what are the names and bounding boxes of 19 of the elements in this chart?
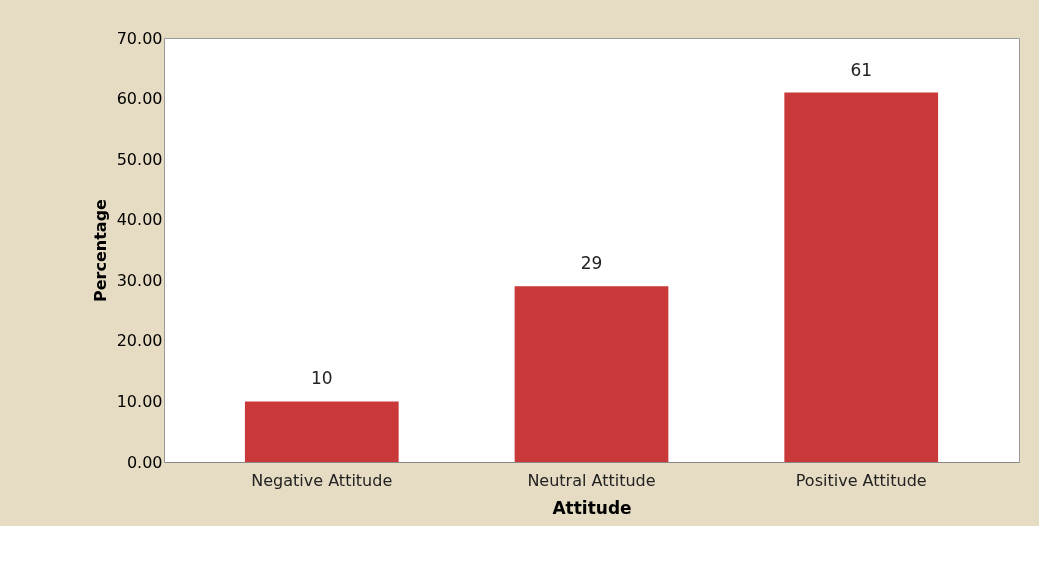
data-label: 29 <box>580 253 603 274</box>
y-tick-label: 10.00 <box>116 391 163 411</box>
y-tick-label: 50.00 <box>116 149 163 169</box>
data-label: 10 <box>310 368 333 389</box>
y-tick-label: 20.00 <box>116 331 163 351</box>
x-tick-label: Negative Attitude <box>251 470 393 490</box>
y-tick-label: 60.00 <box>116 89 163 109</box>
x-axis-title: Attitude <box>552 497 632 518</box>
x-tick-label: Neutral Attitude <box>527 470 656 490</box>
bar <box>784 92 939 462</box>
bar <box>514 286 669 462</box>
x-tick-label: Positive Attitude <box>795 470 927 490</box>
y-tick-label: 70.00 <box>116 28 163 48</box>
data-label: 61 <box>850 59 873 80</box>
y-axis-title: Percentage <box>90 198 110 302</box>
bar <box>244 401 399 462</box>
y-tick-label: 30.00 <box>116 270 163 290</box>
y-tick-label: 40.00 <box>116 210 163 230</box>
y-tick-label: 0.00 <box>126 452 163 472</box>
